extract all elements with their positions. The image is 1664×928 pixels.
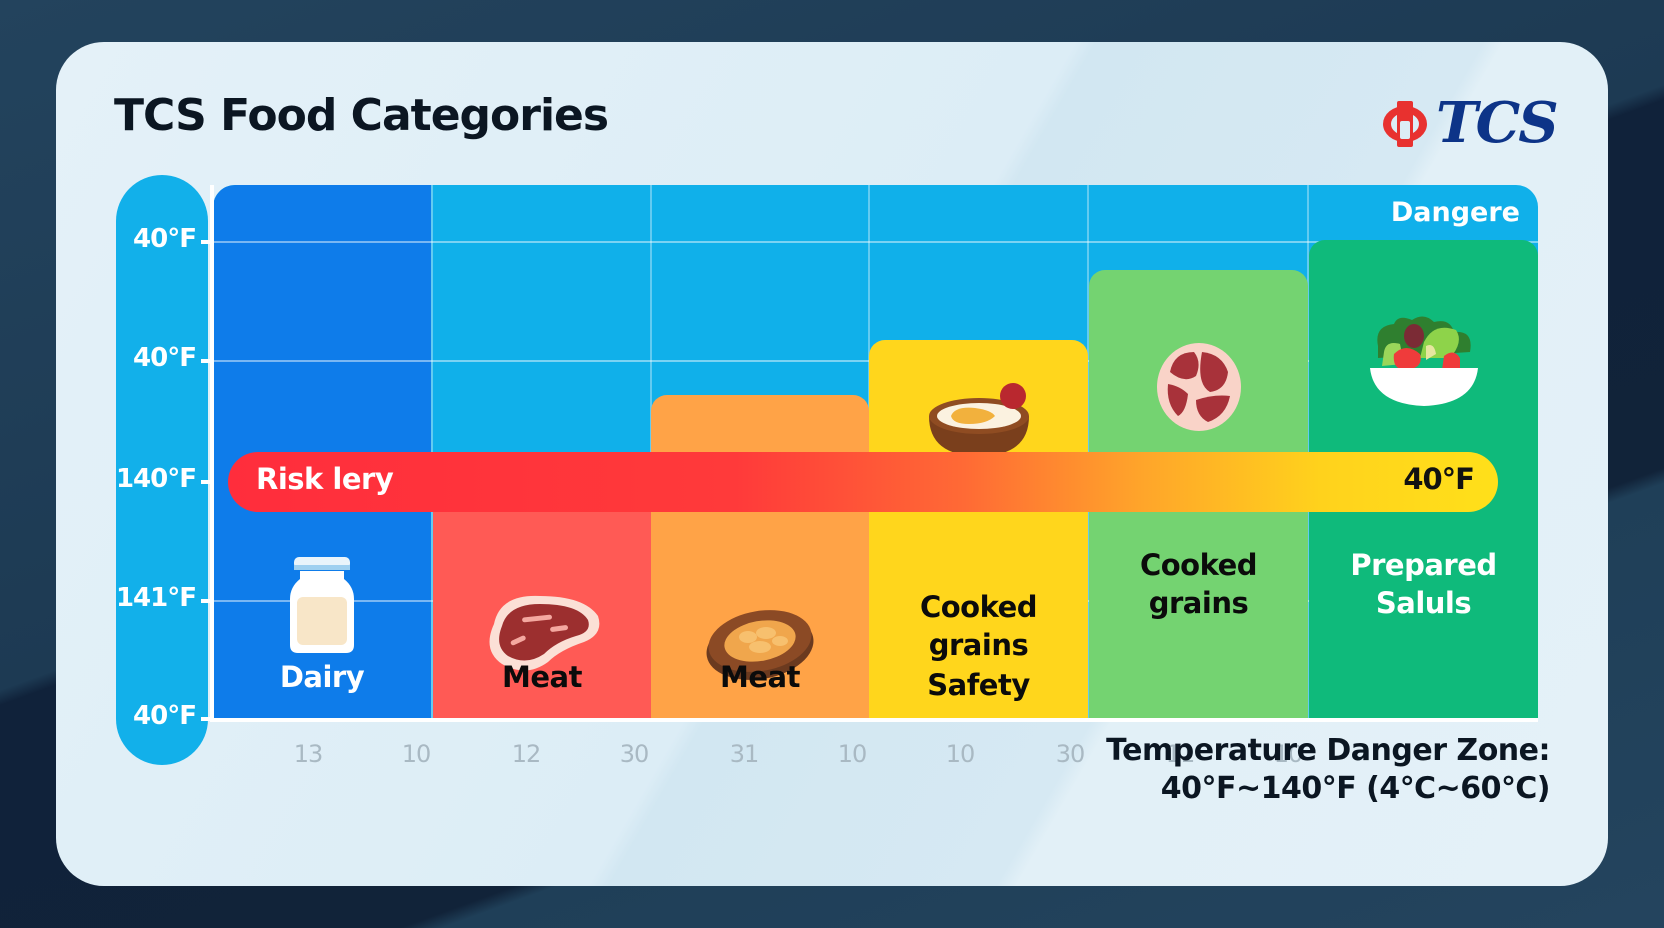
grid-line bbox=[213, 241, 1538, 243]
x-axis-line bbox=[210, 718, 1538, 722]
x-tick-label: 11 bbox=[1165, 740, 1196, 768]
grain-bowl-icon bbox=[928, 383, 1029, 456]
danger-zone-range: 40°F~140°F (4℃~60℃) bbox=[1160, 771, 1551, 806]
x-tick-label: 13 bbox=[293, 740, 324, 768]
bar-meat-orange: Meat bbox=[651, 395, 869, 718]
x-tick-label: 12 bbox=[511, 740, 542, 768]
danger-zone-title: Temperature Danger Zone: bbox=[1106, 733, 1550, 768]
bar-label: grains bbox=[1148, 586, 1249, 620]
y-tick-label: 40°F bbox=[133, 224, 197, 254]
y-axis-line bbox=[210, 185, 214, 720]
logo-text: TCS bbox=[1436, 90, 1559, 156]
danger-label: Dangere bbox=[1390, 197, 1520, 228]
meat-slice-icon bbox=[1156, 343, 1241, 431]
x-tick-label: 10 bbox=[945, 740, 976, 768]
bar-label: Cooked bbox=[1139, 548, 1258, 582]
tcs-logo: TCS bbox=[1380, 90, 1559, 156]
bar-cooked-grains-yellow: Cooked grains Safety bbox=[869, 340, 1088, 718]
risk-temp-label: 40°F bbox=[1403, 462, 1475, 496]
salad-bowl-icon bbox=[1369, 316, 1478, 406]
milk-jar-icon bbox=[290, 557, 354, 653]
grid-line bbox=[431, 185, 433, 718]
grid-line bbox=[1307, 185, 1309, 718]
bar-label: Safety bbox=[927, 668, 1030, 702]
bar-label: grains bbox=[928, 628, 1029, 662]
x-tick-label: 30 bbox=[619, 740, 650, 768]
plot-area: Dangere Dairy Meat bbox=[213, 185, 1538, 718]
chart-title: TCS Food Categories bbox=[114, 90, 609, 141]
bar-label: Meat bbox=[720, 660, 800, 694]
risk-label: Risk lery bbox=[256, 462, 394, 496]
bar-dairy: Dairy bbox=[213, 185, 431, 718]
y-tick-label: 40°F bbox=[133, 343, 197, 373]
bar-label: Saluls bbox=[1375, 586, 1472, 620]
bar-label: Prepared bbox=[1350, 548, 1497, 582]
grid-line bbox=[1087, 185, 1089, 718]
grid-line bbox=[213, 360, 431, 362]
danger-zone-note: Temperature Danger Zone: 40°F~140°F (4℃~… bbox=[1106, 732, 1550, 808]
patty-icon bbox=[706, 610, 814, 680]
red-cross-emblem-icon bbox=[1383, 101, 1427, 147]
grid-line bbox=[213, 241, 431, 243]
bar-label: Meat bbox=[502, 660, 582, 694]
steak-icon bbox=[489, 595, 600, 671]
x-tick-label: 30 bbox=[1055, 740, 1086, 768]
y-tick-label: 40°F bbox=[133, 701, 197, 731]
y-tick-label: 141°F bbox=[115, 583, 197, 613]
bar-label: Dairy bbox=[279, 660, 365, 694]
x-tick-label: 10 bbox=[837, 740, 868, 768]
x-tick-label: 10 bbox=[401, 740, 432, 768]
risk-level-bar: Risk lery 40°F bbox=[228, 452, 1498, 512]
bar-label: Cooked bbox=[919, 590, 1038, 624]
y-tick-label: 140°F bbox=[115, 464, 197, 494]
chart-card: TCS Food Categories TCS 40°F 40°F 140°F … bbox=[56, 42, 1608, 886]
x-tick-label: 31 bbox=[729, 740, 760, 768]
y-axis-bar bbox=[116, 175, 208, 765]
x-tick-label: 10 bbox=[1273, 740, 1304, 768]
